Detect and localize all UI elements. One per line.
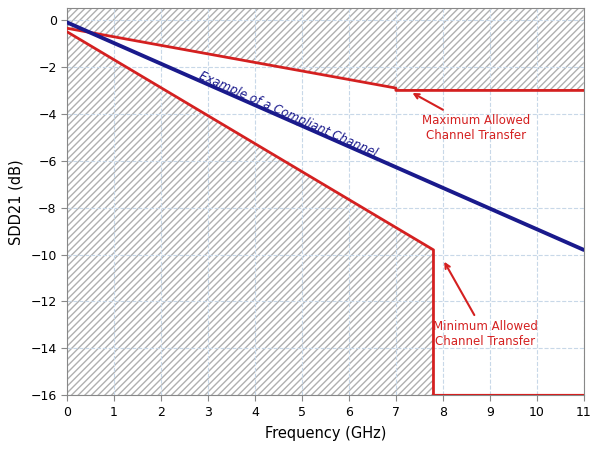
Text: Example of a Compliant Channel: Example of a Compliant Channel — [197, 70, 380, 160]
Text: Minimum Allowed
Channel Transfer: Minimum Allowed Channel Transfer — [433, 264, 538, 348]
Polygon shape — [67, 32, 584, 395]
X-axis label: Frequency (GHz): Frequency (GHz) — [265, 426, 386, 440]
Text: Maximum Allowed
Channel Transfer: Maximum Allowed Channel Transfer — [415, 94, 530, 142]
Polygon shape — [67, 9, 584, 90]
Y-axis label: SDD21 (dB): SDD21 (dB) — [8, 159, 23, 245]
